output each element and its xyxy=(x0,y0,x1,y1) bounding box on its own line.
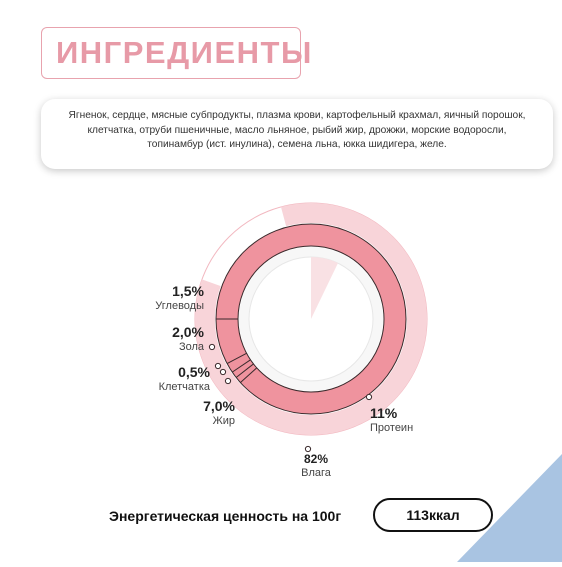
leader-dot xyxy=(219,368,227,376)
fiber-percent: 0,5% xyxy=(178,364,210,380)
label-ash: 2,0% Зола xyxy=(152,324,204,353)
moisture-name: Влага xyxy=(301,467,331,479)
leader-dot xyxy=(214,362,222,370)
ingredients-text: Ягненок, сердце, мясные субпродукты, пла… xyxy=(68,110,526,150)
leader-dot xyxy=(224,377,232,385)
leader-dots xyxy=(208,343,373,453)
segment-divider xyxy=(231,359,251,373)
carbs-percent: 1,5% xyxy=(172,283,204,299)
label-moisture: 82% Влага xyxy=(290,452,342,479)
label-fiber: 0,5% Клетчатка xyxy=(148,364,210,393)
leader-dot xyxy=(365,393,373,401)
fiber-name: Клетчатка xyxy=(158,381,210,393)
title-frame xyxy=(41,27,301,79)
fat-percent: 7,0% xyxy=(203,398,235,414)
protein-name: Протеин xyxy=(370,422,414,434)
segment-divider xyxy=(240,367,258,383)
energy-value: 113ккал xyxy=(373,498,493,532)
segment-dividers xyxy=(216,318,258,383)
protein-percent: 11% xyxy=(370,405,398,421)
leader-dot xyxy=(208,343,216,351)
center-wedge xyxy=(311,256,338,319)
moisture-percent: 82% xyxy=(303,452,329,466)
label-fat: 7,0% Жир xyxy=(180,398,235,427)
ash-percent: 2,0% xyxy=(172,324,204,340)
segment-divider xyxy=(235,363,254,378)
carbs-name: Углеводы xyxy=(155,300,204,312)
leader-dot xyxy=(304,445,312,453)
segment-divider xyxy=(226,352,247,365)
energy-label: Энергетическая ценность на 100г xyxy=(109,508,342,524)
label-protein: 11% Протеин xyxy=(370,405,430,434)
ash-name: Зола xyxy=(178,341,204,353)
label-carbs: 1,5% Углеводы xyxy=(152,283,204,312)
ingredients-card: Ягненок, сердце, мясные субпродукты, пла… xyxy=(41,99,553,169)
page-title: ИНГРЕДИЕНТЫ xyxy=(56,35,313,70)
fat-name: Жир xyxy=(212,415,235,427)
